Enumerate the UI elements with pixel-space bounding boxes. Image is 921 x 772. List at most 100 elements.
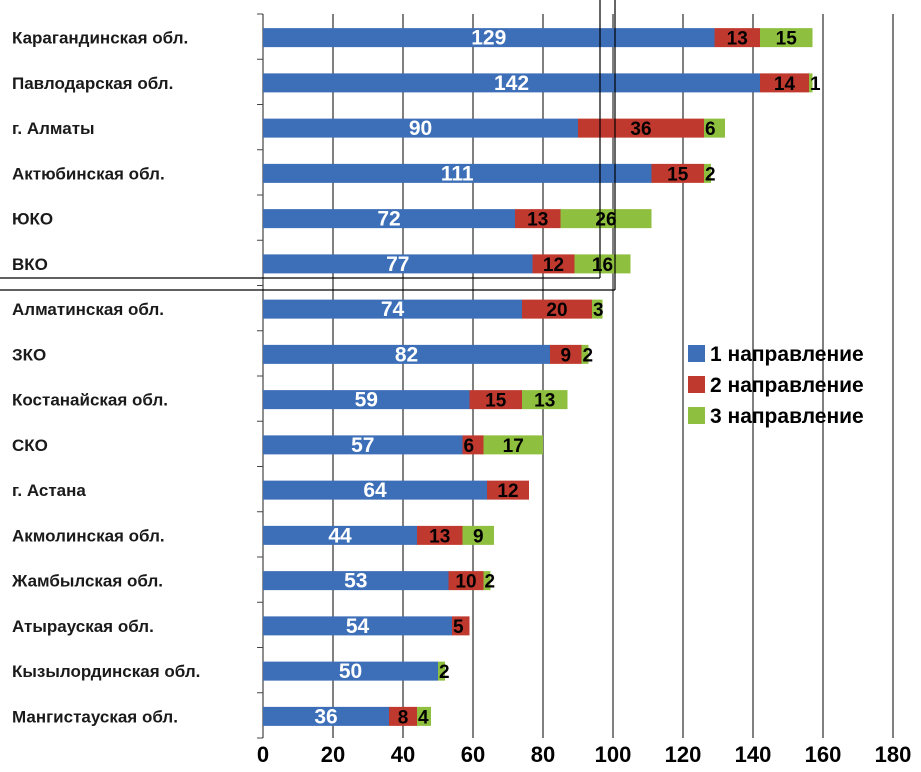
x-tick-180: 180 [875, 742, 912, 767]
x-tick-20: 20 [321, 742, 345, 767]
bar-segment-1 [263, 73, 760, 93]
bar-segment-1 [263, 299, 522, 319]
x-tick-0: 0 [257, 742, 269, 767]
x-tick-120: 120 [665, 742, 702, 767]
data-label-2: 12 [543, 255, 564, 276]
x-tick-140: 140 [735, 742, 772, 767]
data-label-3: 4 [418, 707, 429, 728]
x-tick-100: 100 [595, 742, 632, 767]
bar-segment-2 [462, 435, 484, 455]
legend-swatch-1 [688, 345, 705, 362]
data-label-1: 64 [363, 479, 387, 502]
category-label: ЮКО [12, 210, 53, 229]
data-label-1: 142 [494, 72, 529, 95]
data-label-2: 20 [546, 300, 567, 321]
x-tick-80: 80 [531, 742, 555, 767]
legend-label-1: 1 направление [710, 343, 864, 366]
data-label-2: 14 [774, 74, 796, 95]
bar-segment-2 [469, 390, 522, 410]
bar-segment-1 [263, 254, 533, 274]
bar-segment-3 [809, 73, 813, 93]
bar-segment-1 [263, 344, 550, 364]
category-label: СКО [12, 436, 48, 455]
category-label: Карагандинская обл. [12, 29, 188, 48]
data-label-1: 77 [386, 253, 409, 276]
category-label: г. Алматы [12, 119, 95, 138]
data-label-3: 9 [473, 526, 484, 547]
category-label: Жамбылская обл. [11, 572, 163, 591]
bar-segment-3 [483, 571, 491, 591]
data-label-1: 57 [351, 434, 374, 457]
data-label-3: 15 [776, 29, 798, 50]
data-label-2: 13 [527, 210, 548, 231]
category-label: Костанайская обл. [12, 391, 168, 410]
x-tick-labels: 0 20 40 60 80 100 120 140 160 180 [257, 742, 911, 767]
bar-segment-2 [651, 163, 704, 183]
bar-segment-3 [438, 661, 445, 681]
category-label: Акмолинская обл. [12, 526, 165, 545]
data-label-1: 50 [339, 660, 362, 683]
bar-segment-1 [263, 209, 515, 229]
bar-segment-2 [522, 299, 592, 319]
category-labels: Карагандинская обл. Павлодарская обл. г. А… [11, 29, 200, 727]
bar-segment-2 [487, 480, 529, 500]
bar-segment-2 [448, 571, 484, 591]
data-label-3: 6 [705, 119, 716, 140]
bar-segment-1 [263, 571, 449, 591]
data-label-3: 3 [593, 300, 604, 321]
bar-segment-1 [263, 706, 389, 726]
data-label-3: 2 [485, 572, 496, 593]
legend-label-2: 2 направление [710, 374, 864, 397]
data-label-3: 2 [583, 345, 594, 366]
bar-segment-1 [263, 661, 438, 681]
bar-segment-2 [550, 344, 582, 364]
bar-segment-1 [263, 390, 470, 410]
bar-segment-1 [263, 163, 652, 183]
bar-segment-3 [560, 209, 652, 229]
data-label-2: 6 [464, 436, 475, 457]
category-label: Атырауская обл. [12, 617, 154, 636]
data-label-2: 8 [398, 707, 409, 728]
bar-segment-3 [417, 706, 431, 726]
data-label-2: 15 [667, 164, 689, 185]
data-label-1: 54 [346, 615, 370, 638]
bar-segment-3 [483, 435, 543, 455]
data-label-3: 2 [439, 662, 450, 683]
bar-segment-3 [704, 118, 725, 138]
bar-segment-2 [578, 118, 704, 138]
bar-segment-3 [581, 344, 589, 364]
data-label-2: 9 [560, 345, 571, 366]
data-label-3: 17 [503, 436, 524, 457]
data-label-2: 15 [485, 391, 507, 412]
data-label-2: 12 [497, 481, 518, 502]
legend-label-3: 3 направление [710, 405, 864, 428]
data-label-3: 26 [595, 210, 616, 231]
data-label-3: 16 [592, 255, 613, 276]
legend-swatch-2 [688, 376, 705, 393]
category-label: Актюбинская обл. [12, 164, 165, 183]
data-label-2: 13 [429, 526, 450, 547]
data-label-1: 129 [471, 27, 506, 50]
bar-segment-2 [760, 73, 809, 93]
category-label: ВКО [12, 255, 48, 274]
legend-swatch-3 [688, 407, 705, 424]
bar-segment-2 [714, 28, 760, 48]
data-label-3: 1 [810, 74, 821, 95]
bar-segment-1 [263, 435, 463, 455]
category-label: Мангистауская обл. [12, 707, 178, 726]
bar-segment-1 [263, 525, 417, 545]
data-label-1: 59 [355, 389, 378, 412]
legend: 1 направление 2 направление 3 направление [688, 343, 864, 428]
bar-segment-3 [704, 163, 711, 183]
bar-segment-2 [515, 209, 561, 229]
bar-segment-1 [263, 616, 452, 636]
bar-segment-3 [592, 299, 603, 319]
bar-segment-2 [532, 254, 575, 274]
bar-segment-1 [263, 118, 578, 138]
data-label-3: 13 [534, 391, 555, 412]
category-label: Кызылординская обл. [12, 662, 200, 681]
data-label-2: 36 [630, 119, 651, 140]
category-label: ЗКО [12, 345, 46, 364]
